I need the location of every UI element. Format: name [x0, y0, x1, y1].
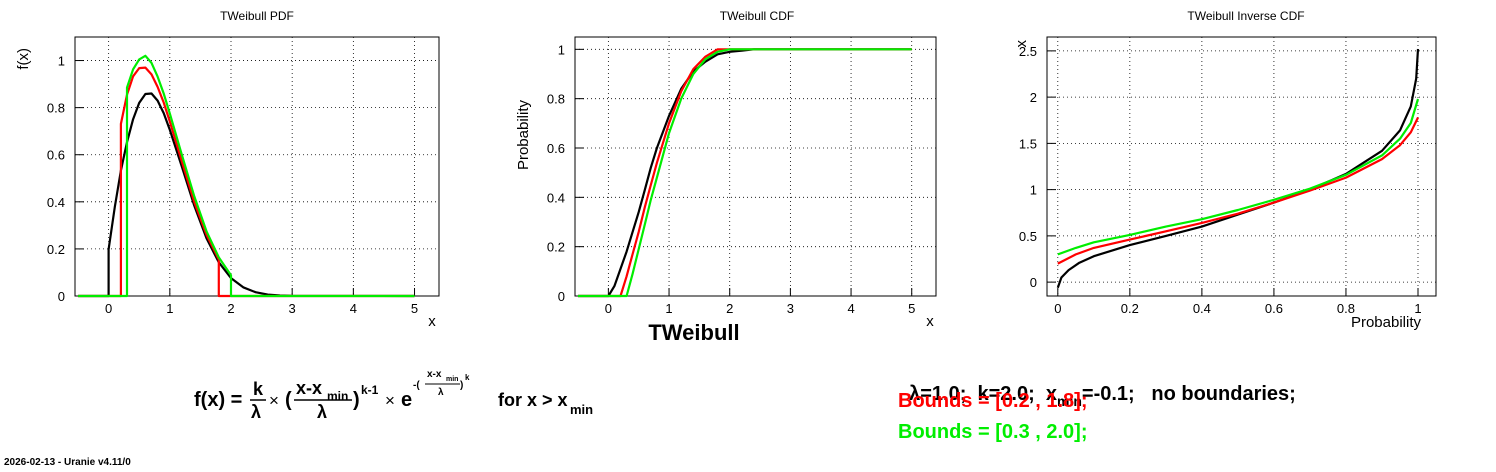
- inv-xlabel: Probability: [1351, 314, 1422, 331]
- pdf-xtick-label: 4: [350, 301, 357, 316]
- cdf-ytick-label: 0.8: [547, 92, 565, 107]
- cdf-series-3: [578, 48, 912, 298]
- cdf-series-2: [578, 48, 912, 298]
- cdf-xtick-label: 1: [665, 301, 672, 316]
- pdf-title: TWeibull PDF: [220, 9, 294, 23]
- pdf-ytick-label: 0.6: [47, 148, 65, 163]
- cdf-title: TWeibull CDF: [720, 9, 794, 23]
- formula-times-2: ×: [385, 391, 395, 410]
- cdf-xtick-label: 0: [605, 301, 612, 316]
- formula-open: (: [285, 389, 292, 411]
- cdf-ytick-label: 0: [558, 289, 565, 304]
- pdf-xtick-label: 3: [289, 301, 296, 316]
- legend-line-1-rest: =-0.1; no boundaries;: [1081, 383, 1296, 405]
- formula-lambda-2: λ: [317, 402, 327, 422]
- formula-num: x-x: [296, 378, 322, 398]
- formula-pow: k-1: [361, 383, 379, 397]
- formula-lambda: λ: [251, 402, 261, 422]
- legend-line-1-text: λ=1.0; k=2.0; x: [909, 383, 1058, 405]
- formula-num-min: min: [327, 389, 348, 403]
- pdf-xtick-label: 1: [166, 301, 173, 316]
- formula-exp-min: min: [446, 376, 458, 383]
- formula-exp-lambda: λ: [438, 387, 444, 398]
- inv-ytick-label: 0: [1030, 275, 1037, 290]
- inv-xtick-label: 1: [1414, 301, 1421, 316]
- inv-ylabel: x: [1013, 40, 1030, 48]
- pdf-xlabel: x: [428, 313, 436, 330]
- formula-e: e: [401, 389, 412, 411]
- formula-exp-k: k: [465, 373, 470, 382]
- cdf-ylabel: Probability: [515, 100, 532, 171]
- pdf-ylabel: f(x): [15, 48, 32, 70]
- cdf-xtick-label: 5: [908, 301, 915, 316]
- cdf-xtick-label: 4: [847, 301, 854, 316]
- inv-series-2: [1057, 117, 1419, 265]
- inv-ytick-label: 1.5: [1019, 136, 1037, 151]
- formula-times-1: ×: [269, 391, 279, 410]
- pdf-frame: [74, 36, 440, 297]
- pdf-ytick-label: 1: [58, 54, 65, 69]
- cdf-frame: [574, 36, 937, 297]
- legend-line-2: Bounds = [0.2 , 1.8];: [898, 390, 1088, 412]
- inv-ytick-label: 2.5: [1019, 44, 1037, 59]
- formula-cond: for x > x: [498, 390, 568, 410]
- pdf-formula: f(x) = k λ × ( x-x min λ ) k-1 × e -( x-…: [194, 369, 593, 422]
- inv-title: TWeibull Inverse CDF: [1187, 9, 1304, 23]
- pdf-ytick-label: 0.2: [47, 242, 65, 257]
- inv-xtick-label: 0.8: [1337, 301, 1355, 316]
- footer-text: 2026-02-13 - Uranie v4.11/0: [4, 457, 131, 468]
- legend-line-1: λ=1.0; k=2.0; xmin=-0.1; no boundaries;: [898, 360, 1296, 409]
- cdf-ytick-label: 0.2: [547, 240, 565, 255]
- inv-xtick-label: 0: [1054, 301, 1061, 316]
- cdf-ytick-label: 0.6: [547, 141, 565, 156]
- inv-xtick-label: 0.6: [1265, 301, 1283, 316]
- inv-xtick-label: 0.2: [1121, 301, 1139, 316]
- pdf-xtick-label: 2: [227, 301, 234, 316]
- formula-k: k: [253, 379, 264, 399]
- pdf-xtick-label: 0: [105, 301, 112, 316]
- legend-line-1-sub: min: [1057, 393, 1082, 409]
- pdf-ytick-label: 0.4: [47, 195, 65, 210]
- cdf-xlabel: x: [926, 313, 934, 330]
- pdf-ytick-label: 0.8: [47, 101, 65, 116]
- pdf-series-3: [78, 54, 415, 298]
- pdf-series-2: [78, 66, 415, 298]
- cdf-series-1: [578, 48, 912, 298]
- pdf-ytick-label: 0: [58, 289, 65, 304]
- cdf-ytick-label: 0.4: [547, 190, 565, 205]
- inv-ytick-label: 1: [1030, 183, 1037, 198]
- cdf-ytick-label: 1: [558, 42, 565, 57]
- cdf-xtick-label: 2: [726, 301, 733, 316]
- pdf-series-1: [78, 92, 415, 298]
- bottom-title: TWeibull: [648, 320, 740, 345]
- formula-lhs: f(x) =: [194, 389, 242, 411]
- pdf-xtick-label: 5: [411, 301, 418, 316]
- inv-frame: [1046, 36, 1437, 297]
- inv-series-3: [1057, 98, 1420, 256]
- formula-exp-prefix: -(: [413, 380, 420, 391]
- legend-line-3: Bounds = [0.3 , 2.0];: [898, 421, 1088, 443]
- formula-exp-num: x-x: [427, 369, 442, 380]
- inv-xtick-label: 0.4: [1193, 301, 1211, 316]
- formula-close: ): [353, 389, 360, 411]
- formula-exp-close: ): [460, 380, 463, 391]
- cdf-xtick-label: 3: [787, 301, 794, 316]
- inv-ytick-label: 0.5: [1019, 229, 1037, 244]
- inv-ytick-label: 2: [1030, 90, 1037, 105]
- formula-cond-min: min: [570, 402, 593, 417]
